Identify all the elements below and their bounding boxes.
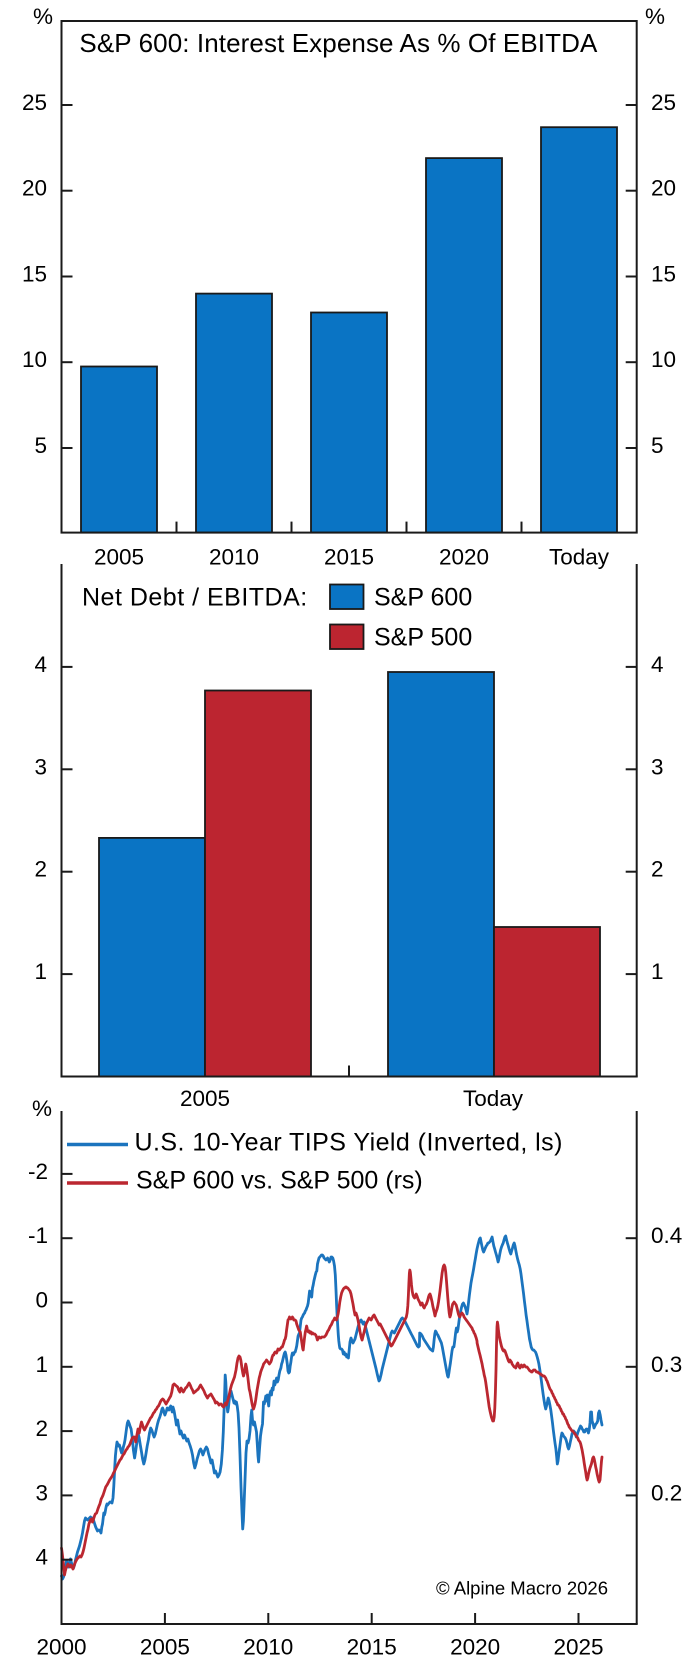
svg-text:5: 5 (651, 433, 664, 458)
svg-text:0.4: 0.4 (651, 1223, 682, 1248)
svg-text:2005: 2005 (140, 1635, 190, 1660)
svg-text:4: 4 (34, 652, 47, 677)
svg-text:1: 1 (34, 959, 47, 984)
svg-text:5: 5 (34, 433, 47, 458)
svg-text:10: 10 (22, 347, 47, 372)
svg-text:2005: 2005 (94, 545, 144, 570)
svg-text:-1: -1 (28, 1223, 48, 1248)
svg-text:%: % (32, 1096, 52, 1121)
svg-text:4: 4 (35, 1545, 48, 1570)
svg-text:2015: 2015 (324, 545, 374, 570)
svg-text:2010: 2010 (209, 545, 259, 570)
svg-text:4: 4 (651, 652, 664, 677)
svg-text:2005: 2005 (180, 1086, 230, 1111)
svg-text:2010: 2010 (243, 1635, 293, 1660)
svg-text:%: % (645, 4, 665, 29)
svg-text:1: 1 (651, 959, 664, 984)
svg-text:U.S. 10-Year TIPS Yield (Inver: U.S. 10-Year TIPS Yield (Inverted, ls) (135, 1129, 563, 1157)
svg-text:2: 2 (35, 1416, 48, 1441)
svg-text:S&P 600: Interest Expense As %: S&P 600: Interest Expense As % Of EBITDA (79, 28, 598, 58)
svg-text:2025: 2025 (553, 1635, 603, 1660)
svg-text:3: 3 (34, 754, 47, 779)
svg-text:10: 10 (651, 347, 676, 372)
svg-text:3: 3 (651, 754, 664, 779)
svg-text:2020: 2020 (439, 545, 489, 570)
svg-text:2: 2 (34, 857, 47, 882)
svg-text:2000: 2000 (36, 1635, 86, 1660)
svg-text:Net Debt / EBITDA:: Net Debt / EBITDA: (82, 584, 308, 612)
svg-text:2015: 2015 (347, 1635, 397, 1660)
svg-text:2020: 2020 (450, 1635, 500, 1660)
svg-text:0.2: 0.2 (651, 1480, 682, 1505)
svg-text:20: 20 (22, 176, 47, 201)
svg-text:1: 1 (35, 1352, 48, 1377)
svg-text:-2: -2 (28, 1159, 48, 1184)
svg-text:25: 25 (22, 90, 47, 115)
svg-text:S&P 600: S&P 600 (374, 584, 472, 612)
svg-text:25: 25 (651, 90, 676, 115)
svg-text:15: 15 (651, 262, 676, 287)
svg-text:20: 20 (651, 176, 676, 201)
svg-text:0: 0 (35, 1288, 48, 1313)
svg-text:Today: Today (549, 545, 610, 570)
svg-text:S&P 500: S&P 500 (374, 624, 472, 652)
svg-text:2: 2 (651, 857, 664, 882)
svg-text:%: % (33, 4, 53, 29)
svg-text:0.3: 0.3 (651, 1352, 682, 1377)
svg-text:15: 15 (22, 262, 47, 287)
svg-text:Today: Today (463, 1086, 524, 1111)
svg-text:© Alpine Macro 2026: © Alpine Macro 2026 (436, 1578, 608, 1599)
svg-text:S&P 600 vs. S&P 500 (rs): S&P 600 vs. S&P 500 (rs) (136, 1167, 423, 1195)
svg-text:3: 3 (35, 1480, 48, 1505)
